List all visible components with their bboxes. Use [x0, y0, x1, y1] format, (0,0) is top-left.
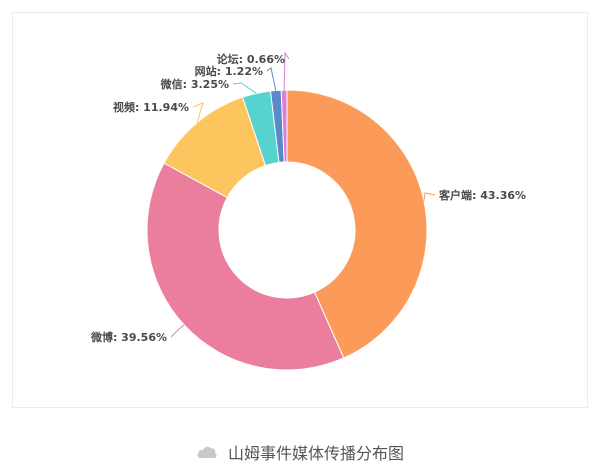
leader-line-0	[423, 192, 436, 202]
chart-caption: 山姆事件媒体传播分布图	[0, 440, 600, 464]
donut-slice-5	[280, 89, 288, 163]
donut-slice-0	[286, 89, 428, 359]
slice-label-2: 视频: 11.94%	[113, 100, 189, 114]
leader-line-5	[283, 51, 290, 91]
slice-label-4: 网站: 1.22%	[195, 64, 263, 78]
leader-line-2	[192, 102, 204, 123]
caption-text: 山姆事件媒体传播分布图	[227, 444, 404, 463]
leader-line-4	[266, 67, 277, 91]
slice-label-3: 微信: 3.25%	[160, 77, 229, 91]
slice-label-5: 论坛: 0.66%	[217, 52, 285, 66]
donut-chart: 客户端: 43.36% 微博: 39.56% 视频: 11.94% 微信: 3.25%…	[90, 51, 526, 371]
slice-label-0: 客户端: 43.36%	[438, 188, 526, 202]
slice-label-1: 微博: 39.56%	[90, 330, 167, 344]
leader-line-3	[232, 82, 257, 94]
donut-slice-1	[146, 162, 345, 371]
leader-line-1	[170, 324, 185, 338]
chart-card: 客户端: 43.36% 微博: 39.56% 视频: 11.94% 微信: 3.25%…	[12, 12, 588, 408]
cloud-icon	[197, 446, 217, 458]
